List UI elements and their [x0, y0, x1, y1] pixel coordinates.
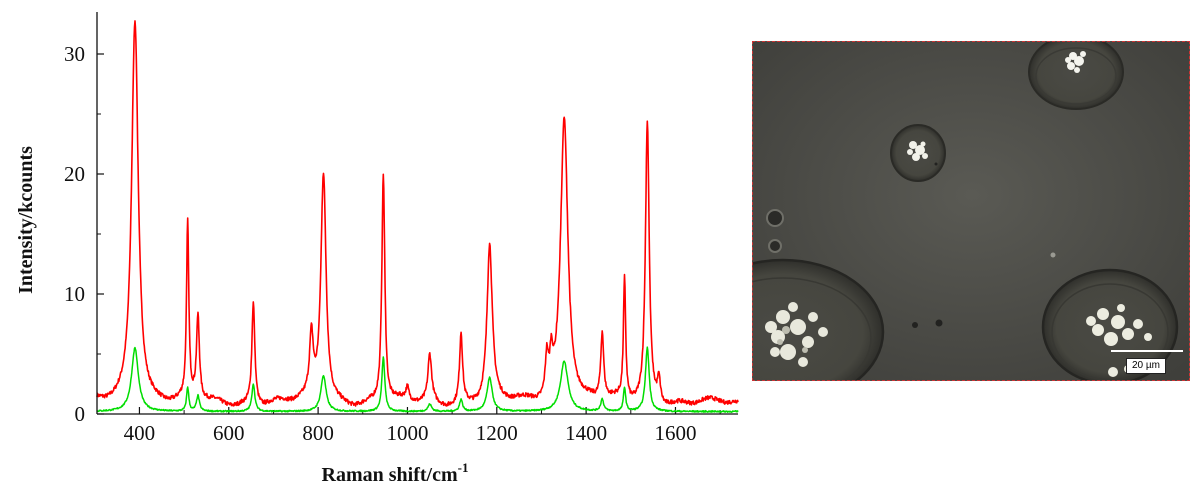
droplet-bottom-left	[753, 258, 885, 380]
x-tick-label: 1000	[386, 421, 428, 445]
droplet-top-right	[1028, 42, 1124, 110]
tick-layer: 400 600 800 1000 1200 1400 1600 0 10 20 30	[64, 42, 721, 445]
micrograph-image	[753, 42, 1189, 380]
x-tick-label: 800	[302, 421, 334, 445]
x-tick-label: 400	[124, 421, 156, 445]
scale-bar-label: 20 µm	[1126, 358, 1166, 374]
y-axis-title: Intensity/kcounts	[15, 146, 37, 294]
series-layer	[96, 20, 739, 413]
x-axis-title-text: Raman shift/cm	[322, 464, 458, 486]
droplet-bottom-right	[1041, 268, 1179, 380]
droplet-small-center	[890, 124, 946, 182]
x-tick-label: 1200	[476, 421, 518, 445]
optical-micrograph: 20 µm	[752, 41, 1190, 381]
x-axis-title: Raman shift/cm-1	[322, 460, 469, 486]
y-tick-label: 30	[64, 42, 85, 66]
spectrum-line-green	[96, 346, 739, 413]
y-tick-label: 0	[75, 402, 86, 426]
y-tick-label: 20	[64, 162, 85, 186]
x-tick-label: 1400	[565, 421, 607, 445]
x-tick-label: 1600	[654, 421, 696, 445]
raman-spectrum-chart: 400 600 800 1000 1200 1400 1600 0 10 20 30 Raman s…	[15, 12, 739, 486]
x-axis-title-superscript: -1	[458, 460, 469, 475]
spectrum-line-red	[96, 20, 739, 407]
y-tick-label: 10	[64, 282, 85, 306]
x-tick-label: 600	[213, 421, 245, 445]
small-bubbles	[766, 162, 1056, 328]
